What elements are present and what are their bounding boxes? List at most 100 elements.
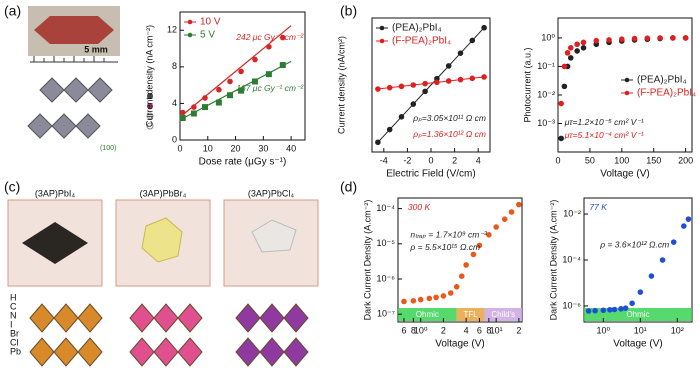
marker [580,39,587,46]
x-tick-label: 10² [671,325,684,335]
marker [567,55,574,61]
marker [516,201,522,208]
legend-label: 5 V [200,30,215,41]
marker [266,43,272,50]
marker [611,306,618,313]
marker [469,75,476,82]
x-tick-label: -4 [380,155,388,165]
y-tick-label: 10⁻³ [537,118,555,128]
marker [644,35,651,41]
x-tick-label: 2 [441,325,446,335]
marker [426,295,433,302]
marker [567,45,574,51]
y-axis-label: Photocurrent (a.u.) [522,47,532,122]
annotation: 167 μc Gy⁻¹ cm⁻² [236,83,304,93]
x-tick-label: 200 [678,155,693,165]
marker [585,308,592,314]
region-label: Ohmic [416,310,439,319]
crystal-photos [7,199,319,287]
marker [447,290,454,296]
x-tick-label: 0 [555,155,560,165]
y-axis-label: Current density (nA/cm²) [336,36,346,134]
x-tick-label: 30 [258,143,268,153]
marker [501,216,508,222]
marker [558,100,564,107]
x-tick-label: 0 [428,155,433,165]
marker [470,251,477,258]
y-tick-label: 10⁻⁶ [377,273,396,283]
marker [481,24,487,31]
x-axis-label: Dose rate (μGy s⁻¹) [199,157,287,168]
atom-legend [146,93,154,130]
crystal-title: (3AP)PbCl₄ [248,188,295,198]
marker [227,92,233,99]
panel-label: (c) [4,179,20,195]
marker [680,223,687,229]
series-line [377,27,485,143]
element-legend: H C N I Br Cl Pb [10,292,21,356]
y-tick-label: 12 [167,25,177,35]
marker [629,300,635,307]
x-tick-label: 10¹ [634,325,647,335]
x-tick-label: 10 [203,143,213,153]
marker [252,78,258,85]
marker [457,76,464,83]
x-tick-label: 6 [477,325,482,335]
marker [659,257,666,263]
marker [434,79,440,86]
annotation: μτ=1.2×10⁻⁵ cm² V⁻¹ [564,117,644,127]
scale-bar: 5 mm [84,44,108,54]
legend-label: (PEA)₂PbI₄ [392,23,442,34]
element: Br [10,328,19,338]
plot-frame [557,17,693,153]
x-tick-label: 4 [476,155,481,165]
legend-marker [624,77,630,83]
panel-label: (b) [340,3,357,19]
panel-label: (a) [4,3,21,19]
legend-label: 10 V [200,17,221,28]
y-tick-label: 10⁻² [563,208,581,218]
legend-label: (PEA)₂PbI₄ [637,75,687,86]
x-tick-label: 100 [614,155,629,165]
marker [410,82,417,88]
x-axis-label: Voltage (V) [435,339,484,350]
y-tick-label: 10⁻⁴ [376,203,395,213]
marker [648,273,655,279]
marker [453,284,460,290]
element: Cl [10,337,19,347]
marker [202,104,208,111]
marker [410,101,417,107]
annotation: 242 μc Gy⁻¹ cm⁻² [235,32,304,42]
x-tick-label: 8 [486,325,491,335]
y-axis-label: Dark Current Density (A.cm⁻²) [362,200,372,321]
marker [657,35,663,41]
region [456,308,485,321]
x-axis-label: Electric Field (V/cm) [386,169,475,180]
y-tick-label: 10⁻⁵ [377,238,396,248]
y-tick-label: 10⁻¹ [537,61,555,71]
annotation: ρₚ=1.36×10¹² Ω cm [412,129,486,139]
marker [558,135,564,142]
legend-marker [624,90,630,96]
legend-label: (F-PEA)₂PbI₄ [637,88,696,99]
ruler [30,56,118,63]
x-tick-label: 10¹ [490,325,503,335]
marker [476,242,483,249]
marker [600,307,607,314]
x-tick-label: 40 [286,143,296,153]
marker [445,63,452,69]
crystal-title: (3AP)PbBr₄ [140,188,187,198]
marker [401,298,407,305]
marker [682,35,689,41]
legend-marker [187,19,193,25]
element: I [10,319,13,329]
marker [279,34,286,41]
series-line [377,76,485,90]
x-axis-label: Voltage (V) [613,339,662,350]
element: Pb [10,346,21,356]
marker [574,41,580,48]
marker [440,293,447,299]
y-tick-label: 10⁻⁷ [377,309,395,319]
y-axis-label: Current density (nA cm⁻²) [144,25,154,127]
